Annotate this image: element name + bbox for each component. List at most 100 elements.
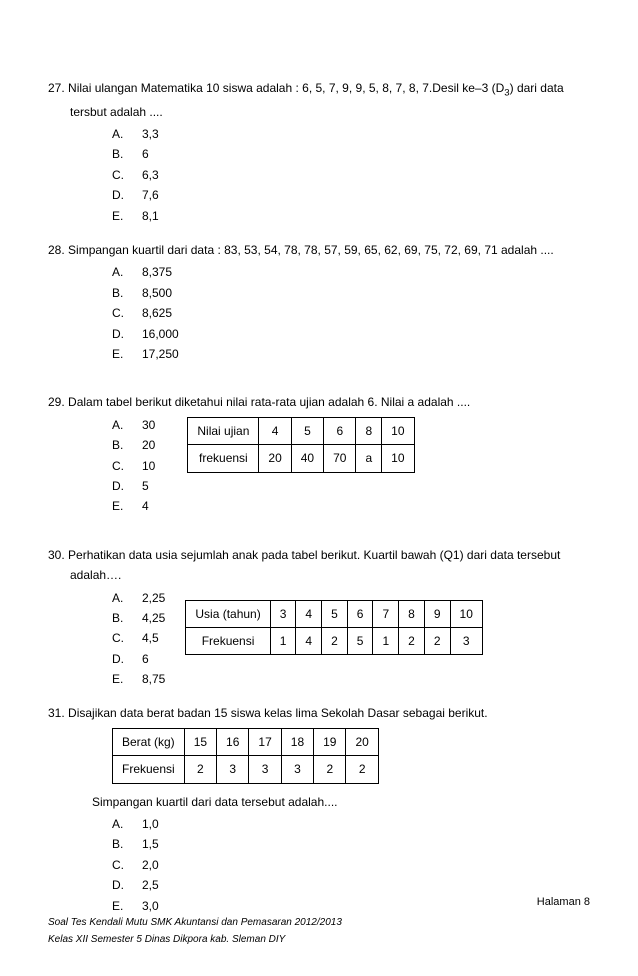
options: A.3,3 B.6 C.6,3 D.7,6 E.8,1 — [112, 124, 590, 226]
opt-label: B. — [112, 608, 142, 628]
table-cell: 17 — [249, 728, 281, 755]
q-num: 30. — [48, 548, 65, 562]
table-cell: 1 — [270, 627, 296, 654]
table-cell: 3 — [217, 756, 249, 783]
q-num: 27. — [48, 81, 65, 95]
opt-value: 30 — [142, 415, 155, 435]
table-cell: 2 — [346, 756, 378, 783]
table-cell: 4 — [296, 600, 322, 627]
table-cell: 4 — [259, 417, 291, 444]
table-cell: a — [356, 445, 382, 472]
opt-value: 1,0 — [142, 814, 159, 834]
table-cell: 4 — [296, 627, 322, 654]
opt-value: 8,375 — [142, 262, 172, 282]
question-text: 28. Simpangan kuartil dari data : 83, 53… — [48, 240, 590, 260]
table-cell: 3 — [450, 627, 482, 654]
options: A.30 B.20 C.10 D.5 E.4 — [112, 415, 155, 517]
table-cell: 2 — [399, 627, 425, 654]
table-cell: 9 — [424, 600, 450, 627]
opt-label: E. — [112, 496, 142, 516]
opt-value: 4,25 — [142, 608, 165, 628]
opt-label: A. — [112, 415, 142, 435]
table-cell: 6 — [347, 600, 373, 627]
table-cell: 3 — [281, 756, 313, 783]
q31-subtext: Simpangan kuartil dari data tersebut ada… — [70, 792, 590, 812]
table-cell: 10 — [450, 600, 482, 627]
table-cell: 2 — [424, 627, 450, 654]
opt-value: 20 — [142, 435, 155, 455]
q31-table: Berat (kg) 15 16 17 18 19 20 Frekuensi 2… — [112, 728, 379, 784]
table-cell: Nilai ujian — [188, 417, 259, 444]
opt-value: 3,3 — [142, 124, 159, 144]
question-29: 29. Dalam tabel berikut diketahui nilai … — [48, 392, 590, 516]
table-cell: 2 — [314, 756, 346, 783]
q-body: Dalam tabel berikut diketahui nilai rata… — [68, 395, 470, 409]
table-cell: frekuensi — [188, 445, 259, 472]
table-cell: Berat (kg) — [113, 728, 185, 755]
options: A.8,375 B.8,500 C.8,625 D.16,000 E.17,25… — [112, 262, 590, 364]
opt-label: E. — [112, 344, 142, 364]
table-cell: Usia (tahun) — [186, 600, 270, 627]
question-text: 30. Perhatikan data usia sejumlah anak p… — [48, 545, 590, 586]
opt-value: 6,3 — [142, 165, 159, 185]
footer-line-1: Soal Tes Kendali Mutu SMK Akuntansi dan … — [48, 914, 590, 931]
table-cell: 2 — [322, 627, 348, 654]
question-31: 31. Disajikan data berat badan 15 siswa … — [48, 703, 590, 916]
table-cell: 16 — [217, 728, 249, 755]
table-cell: 2 — [184, 756, 216, 783]
table-cell: 1 — [373, 627, 399, 654]
table-cell: 10 — [382, 417, 414, 444]
q-body: Simpangan kuartil dari data : 83, 53, 54… — [68, 243, 554, 257]
table-cell: 3 — [249, 756, 281, 783]
table-cell: 8 — [399, 600, 425, 627]
opt-label: C. — [112, 165, 142, 185]
opt-value: 7,6 — [142, 185, 159, 205]
opt-label: E. — [112, 206, 142, 226]
opt-value: 4 — [142, 496, 149, 516]
opt-label: A. — [112, 588, 142, 608]
opt-label: B. — [112, 435, 142, 455]
page-footer: Halaman 8 Soal Tes Kendali Mutu SMK Akun… — [48, 893, 590, 948]
q29-table: Nilai ujian 4 5 6 8 10 frekuensi 20 40 7… — [187, 417, 414, 473]
opt-value: 17,250 — [142, 344, 179, 364]
q-body-1: Nilai ulangan Matematika 10 siswa adalah… — [68, 81, 504, 95]
question-30: 30. Perhatikan data usia sejumlah anak p… — [48, 545, 590, 690]
opt-label: A. — [112, 124, 142, 144]
question-27: 27. Nilai ulangan Matematika 10 siswa ad… — [48, 78, 590, 226]
table-cell: 5 — [322, 600, 348, 627]
opt-label: A. — [112, 814, 142, 834]
opt-label: D. — [112, 185, 142, 205]
question-text: 29. Dalam tabel berikut diketahui nilai … — [48, 392, 590, 412]
opt-value: 10 — [142, 456, 155, 476]
table-cell: 10 — [382, 445, 414, 472]
question-text: 27. Nilai ulangan Matematika 10 siswa ad… — [48, 78, 590, 122]
opt-value: 6 — [142, 144, 149, 164]
table-cell: 6 — [324, 417, 356, 444]
opt-value: 1,5 — [142, 834, 159, 854]
opt-label: E. — [112, 669, 142, 689]
table-cell: 18 — [281, 728, 313, 755]
options: A.2,25 B.4,25 C.4,5 D.6 E.8,75 — [112, 588, 165, 690]
opt-label: B. — [112, 144, 142, 164]
opt-label: C. — [112, 456, 142, 476]
opt-label: A. — [112, 262, 142, 282]
opt-value: 8,75 — [142, 669, 165, 689]
table-cell: Frekuensi — [113, 756, 185, 783]
q-body: Perhatikan data usia sejumlah anak pada … — [68, 548, 560, 582]
opt-value: 8,625 — [142, 303, 172, 323]
opt-label: C. — [112, 628, 142, 648]
question-text: 31. Disajikan data berat badan 15 siswa … — [48, 703, 590, 723]
opt-label: D. — [112, 649, 142, 669]
table-cell: 7 — [373, 600, 399, 627]
table-cell: 3 — [270, 600, 296, 627]
q30-table: Usia (tahun) 3 4 5 6 7 8 9 10 Frekuensi … — [185, 600, 483, 656]
opt-label: B. — [112, 834, 142, 854]
table-cell: 5 — [291, 417, 323, 444]
opt-label: D. — [112, 324, 142, 344]
opt-value: 6 — [142, 649, 149, 669]
opt-value: 5 — [142, 476, 149, 496]
opt-value: 8,500 — [142, 283, 172, 303]
table-cell: 70 — [324, 445, 356, 472]
table-cell: 8 — [356, 417, 382, 444]
opt-value: 16,000 — [142, 324, 179, 344]
